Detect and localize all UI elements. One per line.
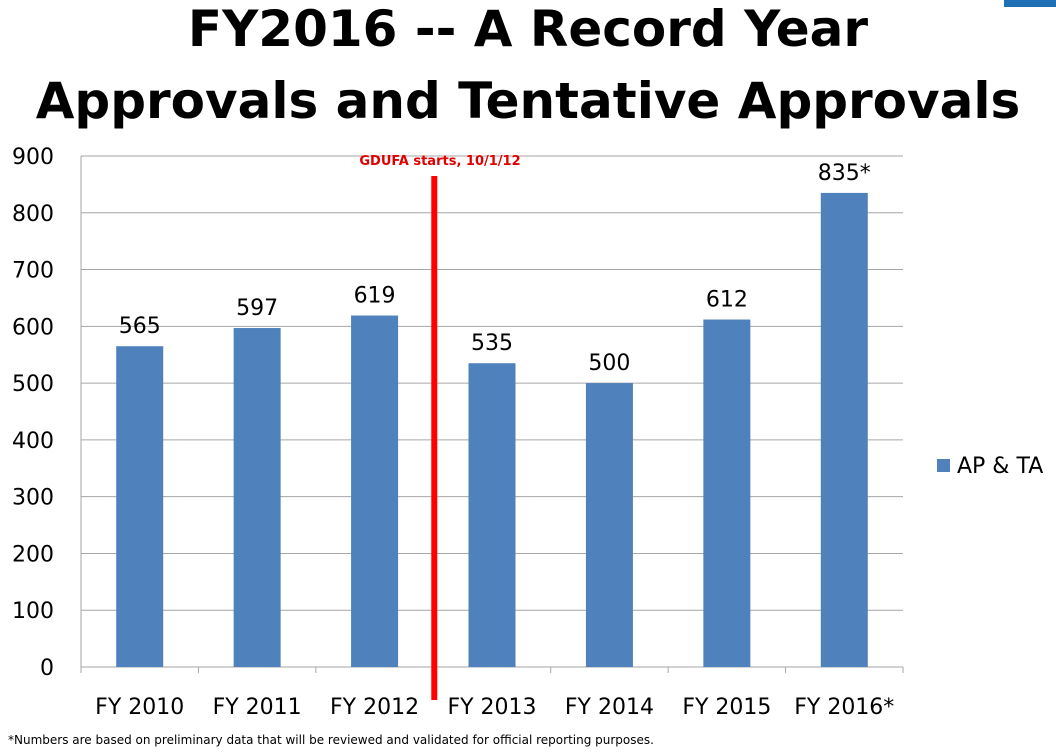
chart-title-line-1: FY2016 -- A Record Year [187,0,869,58]
data-label: 619 [354,284,396,309]
x-tick-label: FY 2013 [447,695,536,720]
bar [820,192,868,667]
x-tick-label: FY 2016* [794,695,894,720]
data-label: 535 [471,331,513,356]
y-tick-label: 900 [12,145,54,170]
y-tick-label: 400 [12,429,54,454]
data-label: 500 [588,351,630,376]
bar [233,328,281,667]
y-tick-label: 0 [40,656,54,681]
bar [468,363,516,667]
bar [703,319,751,667]
bar [351,315,399,667]
y-tick-label: 500 [12,372,54,397]
x-tick-label: FY 2015 [682,695,771,720]
data-label: 565 [119,314,161,339]
x-tick-label: FY 2011 [213,695,302,720]
y-tick-label: 200 [12,542,54,567]
data-label: 835* [818,161,871,186]
bar [585,383,633,667]
y-tick-label: 700 [12,259,54,284]
y-tick-label: 600 [12,315,54,340]
x-tick-label: FY 2012 [330,695,419,720]
legend-swatch [937,459,950,472]
y-tick-label: 300 [12,486,54,511]
bar [116,346,164,667]
y-tick-label: 800 [12,202,54,227]
corner-accent-bar [1004,0,1056,7]
gdufa-annotation: GDUFA starts, 10/1/12 [359,154,520,169]
footnote: *Numbers are based on preliminary data t… [8,733,654,747]
y-tick-label: 100 [12,599,54,624]
data-label: 597 [236,296,278,321]
x-tick-label: FY 2014 [565,695,654,720]
data-label: 612 [706,288,748,313]
legend-label: AP & TA [957,454,1043,479]
x-tick-label: FY 2010 [95,695,184,720]
chart-title-line-2: Approvals and Tentative Approvals [35,72,1021,130]
